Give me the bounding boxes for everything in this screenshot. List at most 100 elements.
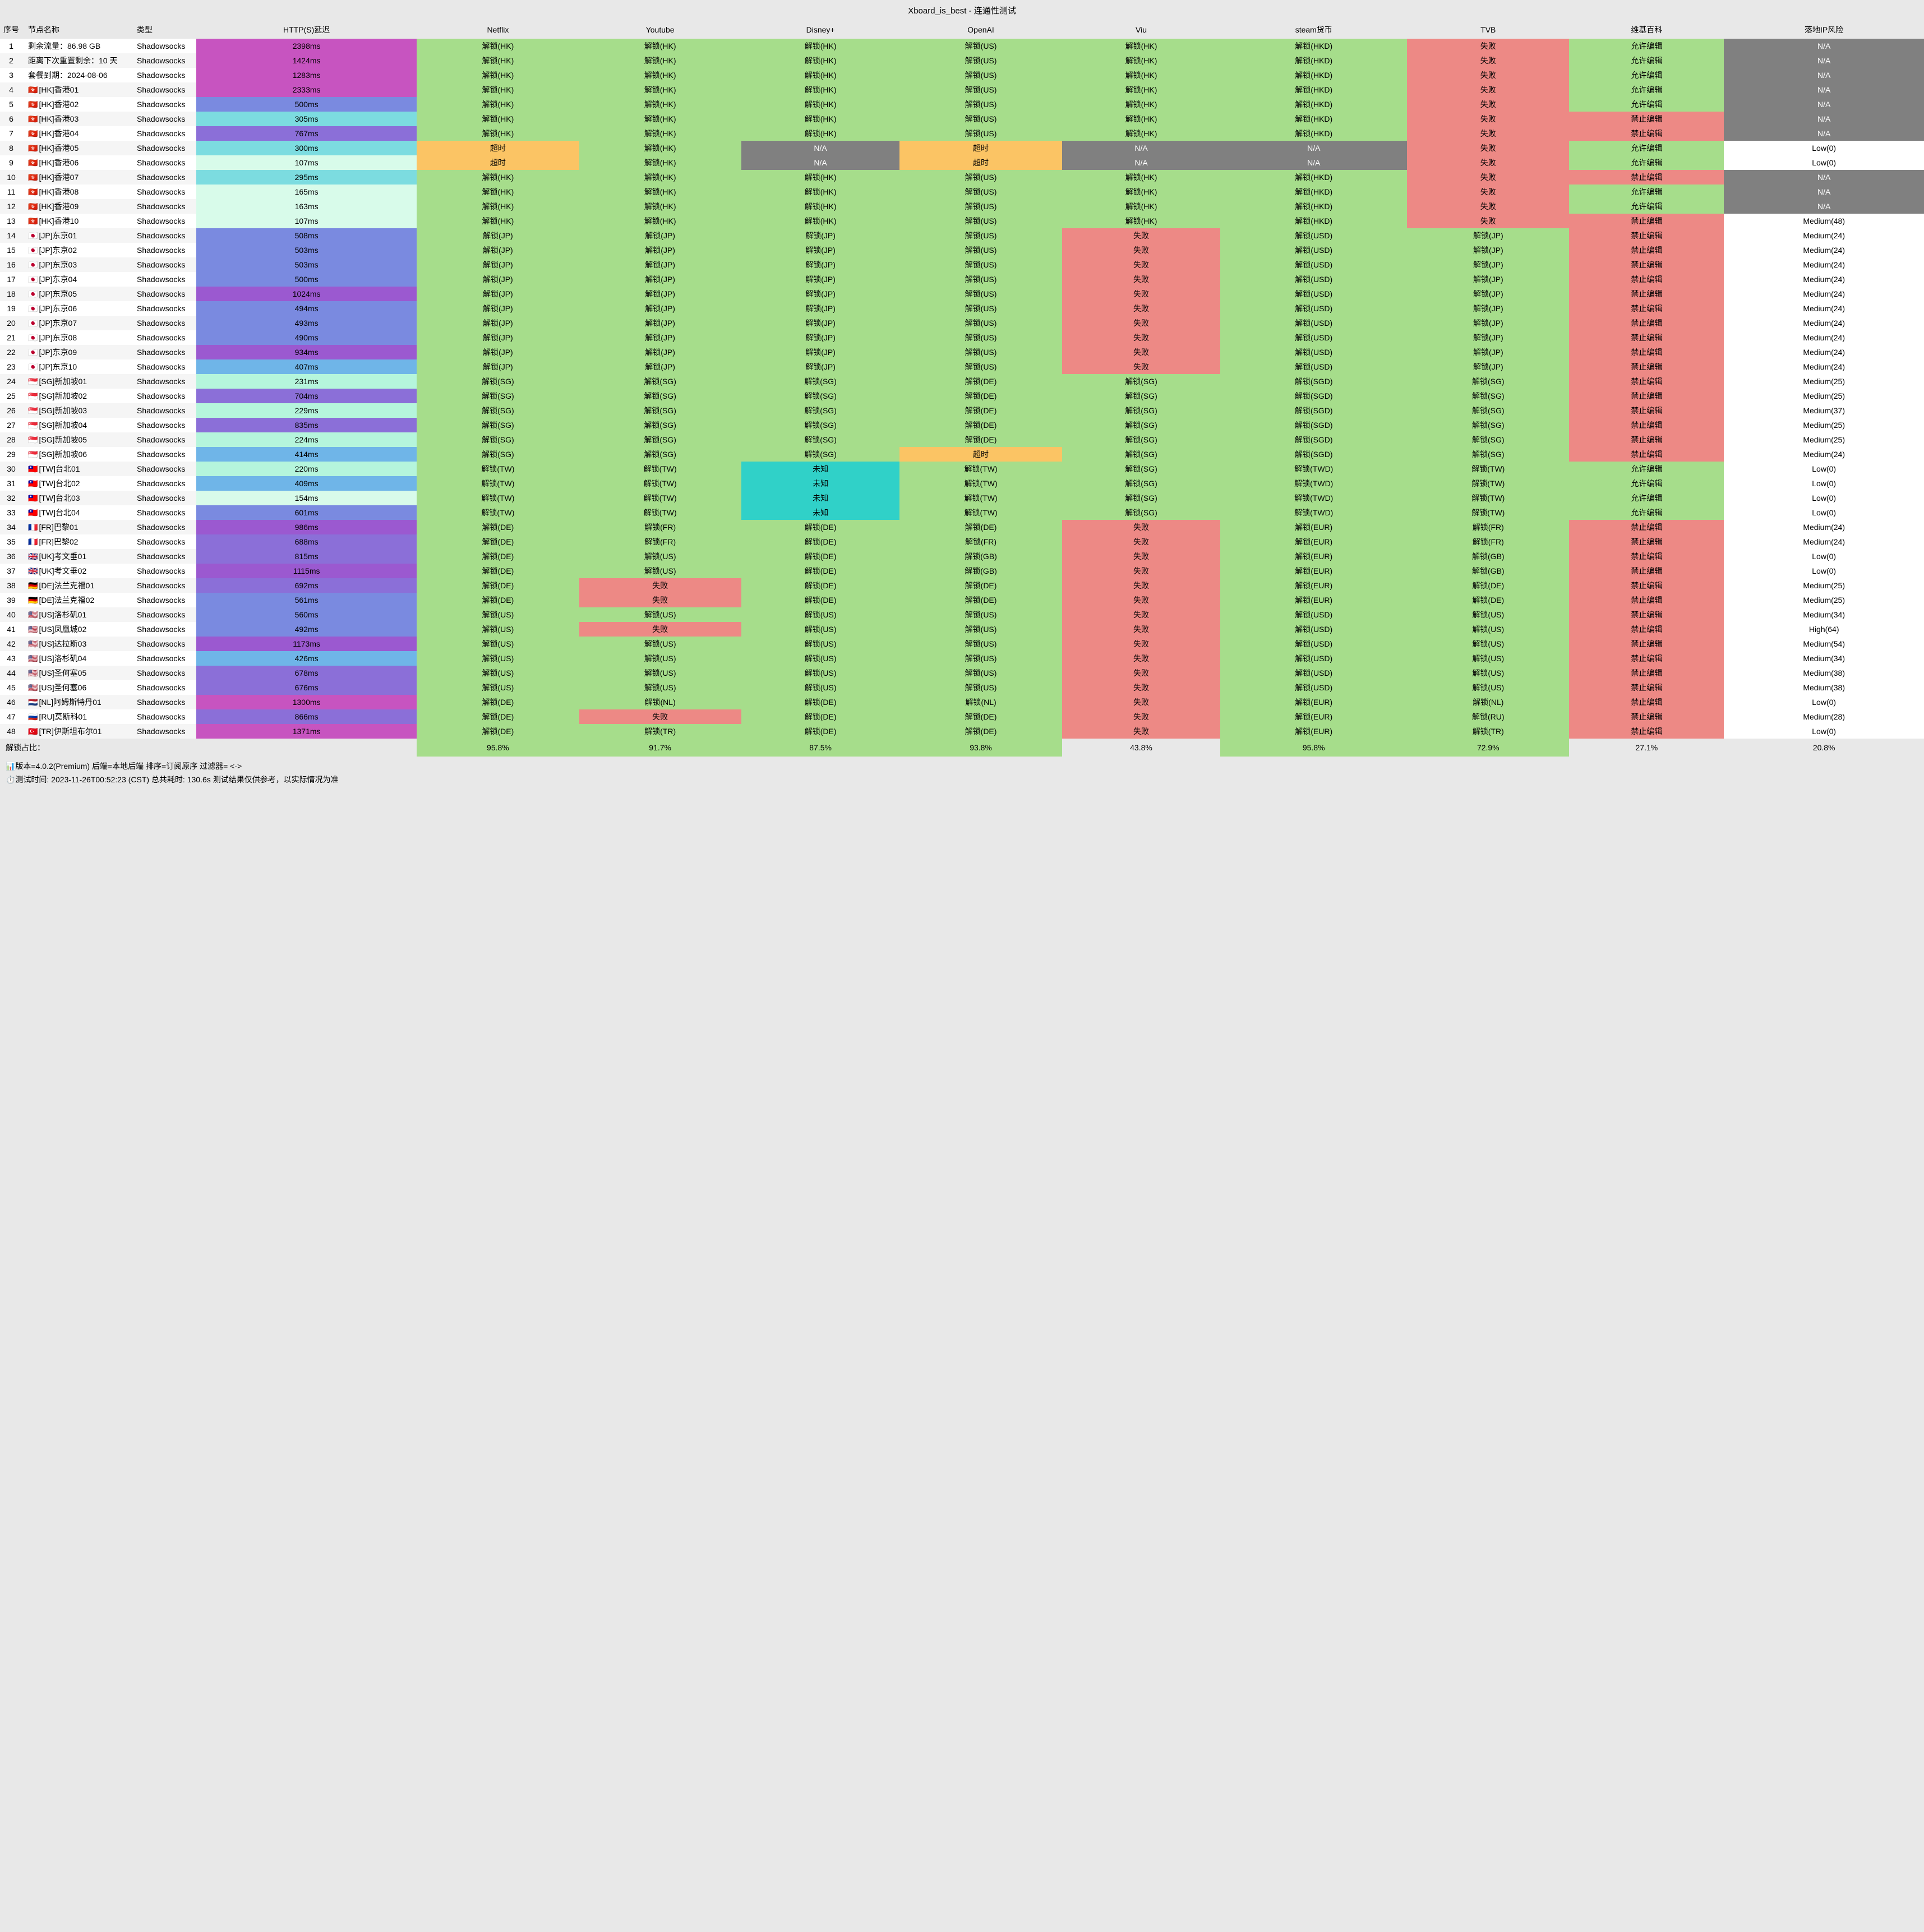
table-row[interactable]: 17🇯🇵[JP]东京04Shadowsocks500ms解锁(JP)解锁(JP)… <box>0 272 1924 287</box>
table-row[interactable]: 3套餐到期：2024-08-06Shadowsocks1283ms解锁(HK)解… <box>0 68 1924 82</box>
table-row[interactable]: 20🇯🇵[JP]东京07Shadowsocks493ms解锁(JP)解锁(JP)… <box>0 316 1924 330</box>
cell-result: 解锁(JP) <box>579 272 741 287</box>
table-row[interactable]: 1剩余流量：86.98 GBShadowsocks2398ms解锁(HK)解锁(… <box>0 39 1924 53</box>
flag-icon: 🇹🇼 <box>28 479 38 488</box>
table-row[interactable]: 8🇭🇰[HK]香港05Shadowsocks300ms超时解锁(HK)N/A超时… <box>0 141 1924 155</box>
cell-result: 解锁(US) <box>899 228 1062 243</box>
table-row[interactable]: 4🇭🇰[HK]香港01Shadowsocks2333ms解锁(HK)解锁(HK)… <box>0 82 1924 97</box>
table-row[interactable]: 45🇺🇸[US]圣何塞06Shadowsocks676ms解锁(US)解锁(US… <box>0 680 1924 695</box>
cell-result: 解锁(SG) <box>579 432 741 447</box>
cell-result: 禁止编辑 <box>1569 709 1724 724</box>
table-row[interactable]: 15🇯🇵[JP]东京02Shadowsocks503ms解锁(JP)解锁(JP)… <box>0 243 1924 257</box>
table-row[interactable]: 30🇹🇼[TW]台北01Shadowsocks220ms解锁(TW)解锁(TW)… <box>0 462 1924 476</box>
table-row[interactable]: 40🇺🇸[US]洛杉矶01Shadowsocks560ms解锁(US)解锁(US… <box>0 607 1924 622</box>
cell-result: 解锁(JP) <box>741 359 900 374</box>
cell-result: 解锁(JP) <box>741 257 900 272</box>
node-name-text: [US]达拉斯03 <box>39 639 86 648</box>
cell-seq: 35 <box>0 534 22 549</box>
table-row[interactable]: 9🇭🇰[HK]香港06Shadowsocks107ms超时解锁(HK)N/A超时… <box>0 155 1924 170</box>
table-row[interactable]: 18🇯🇵[JP]东京05Shadowsocks1024ms解锁(JP)解锁(JP… <box>0 287 1924 301</box>
cell-seq: 34 <box>0 520 22 534</box>
cell-result: 失败 <box>1062 549 1221 564</box>
cell-result: 解锁(HK) <box>579 155 741 170</box>
cell-node-name: 🇹🇼[TW]台北04 <box>22 505 135 520</box>
table-row[interactable]: 47🇷🇺[RU]莫斯科01Shadowsocks866ms解锁(DE)失败解锁(… <box>0 709 1924 724</box>
table-row[interactable]: 34🇫🇷[FR]巴黎01Shadowsocks986ms解锁(DE)解锁(FR)… <box>0 520 1924 534</box>
node-name-text: [RU]莫斯科01 <box>39 712 87 721</box>
node-name-text: [JP]东京01 <box>39 231 77 240</box>
cell-result: 解锁(SGD) <box>1220 403 1407 418</box>
table-row[interactable]: 37🇬🇧[UK]考文垂02Shadowsocks1115ms解锁(DE)解锁(U… <box>0 564 1924 578</box>
flag-icon: 🇭🇰 <box>28 173 38 182</box>
table-row[interactable]: 25🇸🇬[SG]新加坡02Shadowsocks704ms解锁(SG)解锁(SG… <box>0 389 1924 403</box>
table-row[interactable]: 13🇭🇰[HK]香港10Shadowsocks107ms解锁(HK)解锁(HK)… <box>0 214 1924 228</box>
table-row[interactable]: 21🇯🇵[JP]东京08Shadowsocks490ms解锁(JP)解锁(JP)… <box>0 330 1924 345</box>
table-row[interactable]: 16🇯🇵[JP]东京03Shadowsocks503ms解锁(JP)解锁(JP)… <box>0 257 1924 272</box>
table-row[interactable]: 41🇺🇸[US]凤凰城02Shadowsocks492ms解锁(US)失败解锁(… <box>0 622 1924 637</box>
cell-node-name: 🇸🇬[SG]新加坡02 <box>22 389 135 403</box>
table-row[interactable]: 42🇺🇸[US]达拉斯03Shadowsocks1173ms解锁(US)解锁(U… <box>0 637 1924 651</box>
table-row[interactable]: 14🇯🇵[JP]东京01Shadowsocks508ms解锁(JP)解锁(JP)… <box>0 228 1924 243</box>
column-header[interactable]: 落地IP风险 <box>1724 21 1924 39</box>
column-header[interactable]: Netflix <box>417 21 579 39</box>
table-row[interactable]: 46🇳🇱[NL]阿姆斯特丹01Shadowsocks1300ms解锁(DE)解锁… <box>0 695 1924 709</box>
column-header[interactable]: steam货币 <box>1220 21 1407 39</box>
table-row[interactable]: 7🇭🇰[HK]香港04Shadowsocks767ms解锁(HK)解锁(HK)解… <box>0 126 1924 141</box>
cell-result: 解锁(EUR) <box>1220 709 1407 724</box>
column-header[interactable]: Disney+ <box>741 21 900 39</box>
cell-type: Shadowsocks <box>135 126 196 141</box>
cell-node-name: 🇸🇬[SG]新加坡06 <box>22 447 135 462</box>
column-header[interactable]: HTTP(S)延迟 <box>196 21 417 39</box>
cell-result: 解锁(DE) <box>417 549 579 564</box>
table-row[interactable]: 27🇸🇬[SG]新加坡04Shadowsocks835ms解锁(SG)解锁(SG… <box>0 418 1924 432</box>
table-row[interactable]: 5🇭🇰[HK]香港02Shadowsocks500ms解锁(HK)解锁(HK)解… <box>0 97 1924 112</box>
table-row[interactable]: 31🇹🇼[TW]台北02Shadowsocks409ms解锁(TW)解锁(TW)… <box>0 476 1924 491</box>
cell-result: Medium(24) <box>1724 243 1924 257</box>
cell-result: N/A <box>1062 155 1221 170</box>
table-row[interactable]: 33🇹🇼[TW]台北04Shadowsocks601ms解锁(TW)解锁(TW)… <box>0 505 1924 520</box>
column-header[interactable]: OpenAI <box>899 21 1062 39</box>
table-row[interactable]: 32🇹🇼[TW]台北03Shadowsocks154ms解锁(TW)解锁(TW)… <box>0 491 1924 505</box>
table-row[interactable]: 26🇸🇬[SG]新加坡03Shadowsocks229ms解锁(SG)解锁(SG… <box>0 403 1924 418</box>
node-name-text: [TW]台北03 <box>39 494 80 502</box>
table-row[interactable]: 35🇫🇷[FR]巴黎02Shadowsocks688ms解锁(DE)解锁(FR)… <box>0 534 1924 549</box>
table-row[interactable]: 6🇭🇰[HK]香港03Shadowsocks305ms解锁(HK)解锁(HK)解… <box>0 112 1924 126</box>
cell-seq: 44 <box>0 666 22 680</box>
cell-result: 解锁(USD) <box>1220 345 1407 359</box>
node-name-text: [UK]考文垂02 <box>39 566 86 575</box>
table-row[interactable]: 39🇩🇪[DE]法兰克福02Shadowsocks561ms解锁(DE)失败解锁… <box>0 593 1924 607</box>
cell-result: 解锁(HK) <box>579 170 741 185</box>
cell-result: 解锁(US) <box>417 607 579 622</box>
cell-result: 解锁(JP) <box>417 345 579 359</box>
cell-result: 解锁(USD) <box>1220 622 1407 637</box>
cell-result: 解锁(US) <box>899 359 1062 374</box>
table-row[interactable]: 24🇸🇬[SG]新加坡01Shadowsocks231ms解锁(SG)解锁(SG… <box>0 374 1924 389</box>
flag-icon: 🇩🇪 <box>28 596 38 605</box>
cell-seq: 17 <box>0 272 22 287</box>
table-row[interactable]: 12🇭🇰[HK]香港09Shadowsocks163ms解锁(HK)解锁(HK)… <box>0 199 1924 214</box>
table-row[interactable]: 28🇸🇬[SG]新加坡05Shadowsocks224ms解锁(SG)解锁(SG… <box>0 432 1924 447</box>
table-row[interactable]: 38🇩🇪[DE]法兰克福01Shadowsocks692ms解锁(DE)失败解锁… <box>0 578 1924 593</box>
table-row[interactable]: 11🇭🇰[HK]香港08Shadowsocks165ms解锁(HK)解锁(HK)… <box>0 185 1924 199</box>
table-row[interactable]: 43🇺🇸[US]洛杉矶04Shadowsocks426ms解锁(US)解锁(US… <box>0 651 1924 666</box>
table-row[interactable]: 19🇯🇵[JP]东京06Shadowsocks494ms解锁(JP)解锁(JP)… <box>0 301 1924 316</box>
table-row[interactable]: 2距离下次重置剩余：10 天Shadowsocks1424ms解锁(HK)解锁(… <box>0 53 1924 68</box>
table-row[interactable]: 48🇹🇷[TR]伊斯坦布尔01Shadowsocks1371ms解锁(DE)解锁… <box>0 724 1924 739</box>
table-row[interactable]: 23🇯🇵[JP]东京10Shadowsocks407ms解锁(JP)解锁(JP)… <box>0 359 1924 374</box>
table-row[interactable]: 44🇺🇸[US]圣何塞05Shadowsocks678ms解锁(US)解锁(US… <box>0 666 1924 680</box>
column-header[interactable]: 类型 <box>135 21 196 39</box>
table-row[interactable]: 22🇯🇵[JP]东京09Shadowsocks934ms解锁(JP)解锁(JP)… <box>0 345 1924 359</box>
cell-result: 失败 <box>1062 680 1221 695</box>
column-header[interactable]: 维基百科 <box>1569 21 1724 39</box>
table-row[interactable]: 10🇭🇰[HK]香港07Shadowsocks295ms解锁(HK)解锁(HK)… <box>0 170 1924 185</box>
cell-type: Shadowsocks <box>135 155 196 170</box>
cell-latency: 1371ms <box>196 724 417 739</box>
table-row[interactable]: 36🇬🇧[UK]考文垂01Shadowsocks815ms解锁(DE)解锁(US… <box>0 549 1924 564</box>
column-header[interactable]: Viu <box>1062 21 1221 39</box>
cell-result: 解锁(US) <box>899 214 1062 228</box>
column-header[interactable]: 节点名称 <box>22 21 135 39</box>
column-header[interactable]: 序号 <box>0 21 22 39</box>
column-header[interactable]: TVB <box>1407 21 1569 39</box>
table-row[interactable]: 29🇸🇬[SG]新加坡06Shadowsocks414ms解锁(SG)解锁(SG… <box>0 447 1924 462</box>
column-header[interactable]: Youtube <box>579 21 741 39</box>
